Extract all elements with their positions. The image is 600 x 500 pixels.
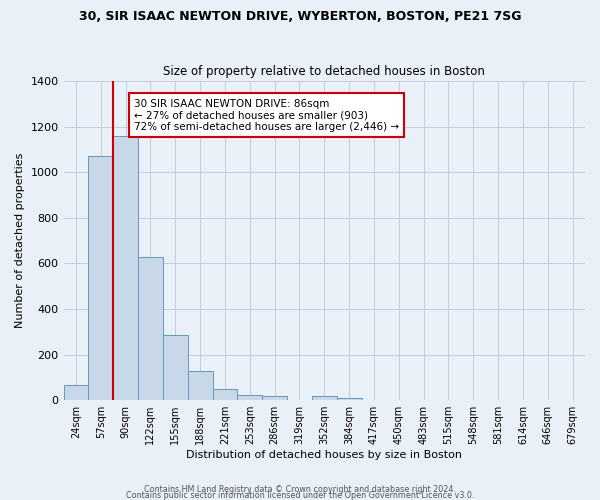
Y-axis label: Number of detached properties: Number of detached properties [15, 153, 25, 328]
Text: 30, SIR ISAAC NEWTON DRIVE, WYBERTON, BOSTON, PE21 7SG: 30, SIR ISAAC NEWTON DRIVE, WYBERTON, BO… [79, 10, 521, 23]
Bar [88, 156, 113, 400]
Bar [138, 256, 163, 400]
Bar [238, 394, 262, 400]
Bar [337, 398, 362, 400]
Text: Contains HM Land Registry data © Crown copyright and database right 2024.: Contains HM Land Registry data © Crown c… [144, 484, 456, 494]
Title: Size of property relative to detached houses in Boston: Size of property relative to detached ho… [163, 66, 485, 78]
Bar [163, 335, 188, 400]
Bar [262, 396, 287, 400]
X-axis label: Distribution of detached houses by size in Boston: Distribution of detached houses by size … [186, 450, 462, 460]
Text: 30 SIR ISAAC NEWTON DRIVE: 86sqm
← 27% of detached houses are smaller (903)
72% : 30 SIR ISAAC NEWTON DRIVE: 86sqm ← 27% o… [134, 98, 399, 132]
Text: Contains public sector information licensed under the Open Government Licence v3: Contains public sector information licen… [126, 490, 474, 500]
Bar [64, 386, 88, 400]
Bar [113, 136, 138, 400]
Bar [312, 396, 337, 400]
Bar [188, 370, 212, 400]
Bar [212, 390, 238, 400]
